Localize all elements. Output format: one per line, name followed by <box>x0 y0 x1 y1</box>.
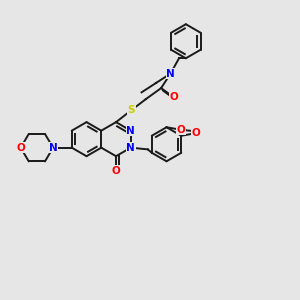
Text: N: N <box>49 143 57 153</box>
Text: O: O <box>112 166 120 176</box>
Text: N: N <box>126 126 135 136</box>
Text: N: N <box>126 143 135 153</box>
Text: N: N <box>166 69 175 79</box>
Text: S: S <box>128 105 135 115</box>
Text: O: O <box>191 128 200 138</box>
Text: O: O <box>169 92 178 102</box>
Text: O: O <box>177 125 185 135</box>
Text: O: O <box>16 143 25 153</box>
